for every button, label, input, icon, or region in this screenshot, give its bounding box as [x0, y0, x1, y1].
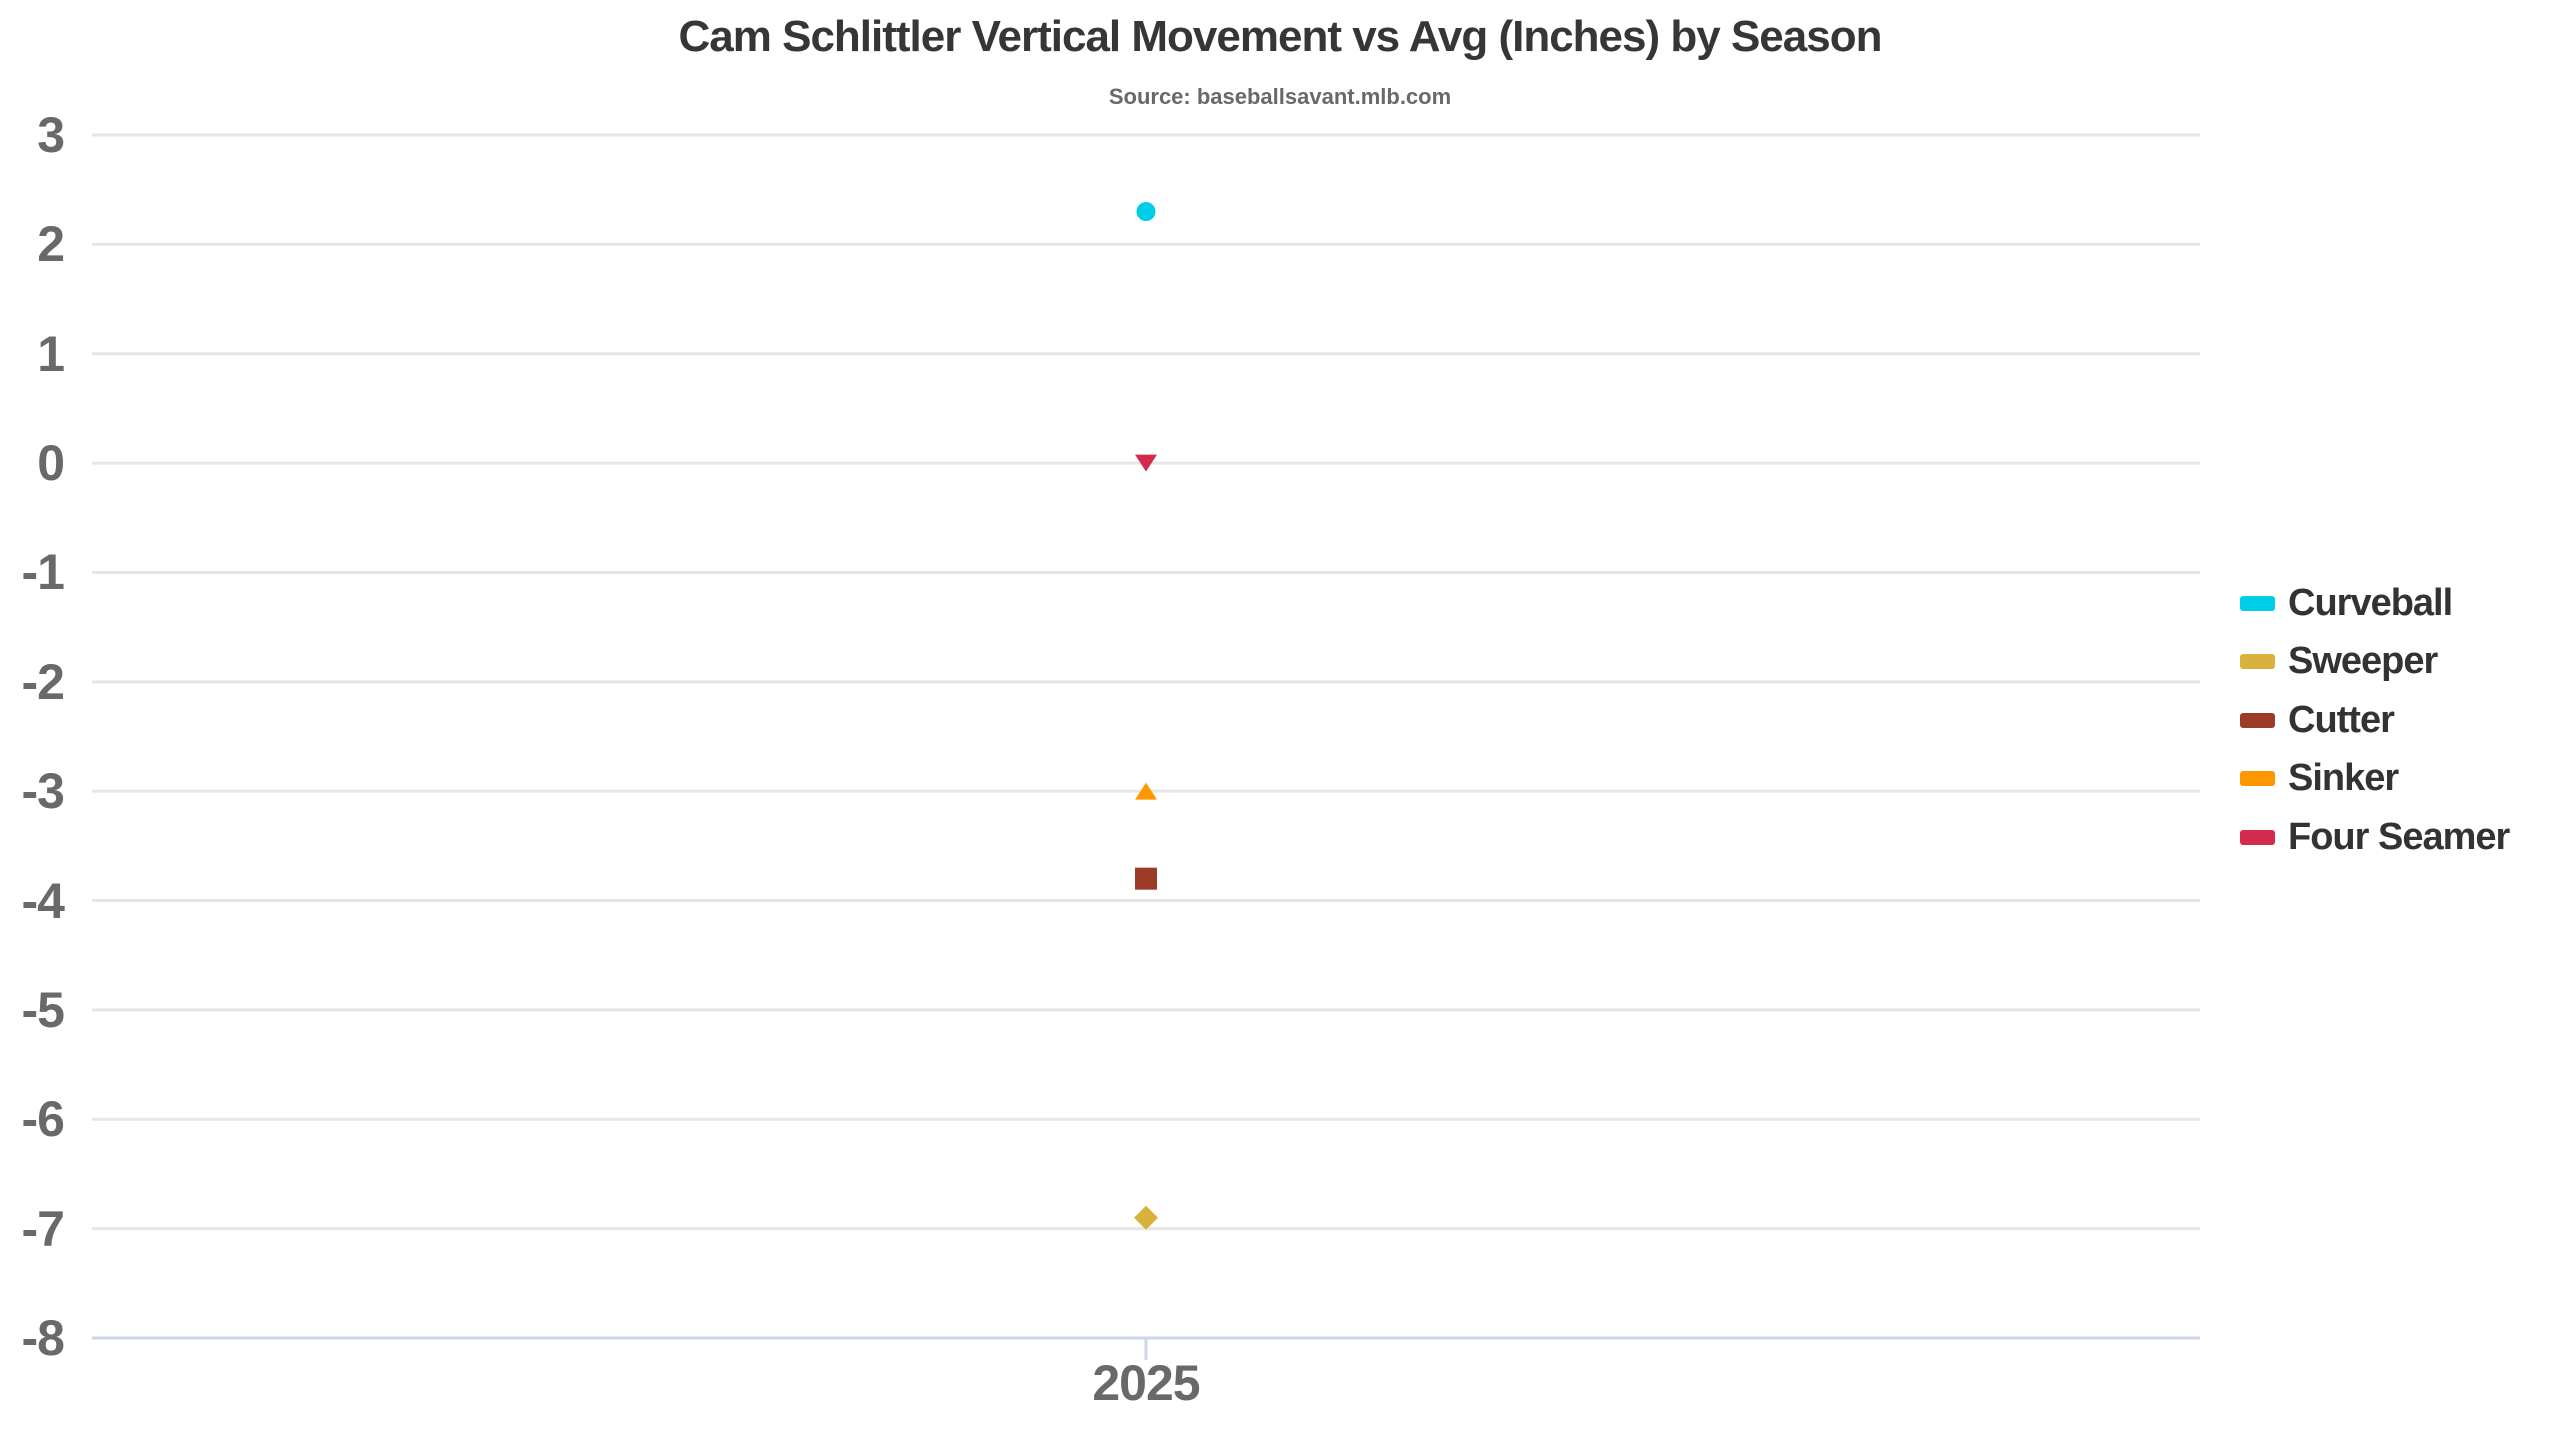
legend-swatch-icon: [2240, 654, 2275, 669]
y-tick-label--5: -5: [21, 981, 65, 1038]
y-tick-label-0: 0: [37, 435, 65, 492]
chart-subtitle: Source: baseballsavant.mlb.com: [1108, 84, 1452, 109]
legend-swatch-icon: [2240, 829, 2275, 845]
legend-label: Four Seamer: [2288, 815, 2510, 858]
y-tick-label--1: -1: [21, 544, 65, 601]
y-tick-label--8: -8: [21, 1310, 65, 1366]
legend-item-sweeper: Sweeper: [2240, 633, 2438, 691]
chart-title: Cam Schlittler Vertical Movement vs Avg …: [678, 12, 1883, 61]
legend-label: Sinker: [2288, 757, 2399, 799]
legend-item-curveball: Curveball: [2240, 574, 2453, 632]
marker-cutter: [1135, 867, 1157, 890]
y-tick-label-1: 1: [37, 325, 65, 382]
y-tick-label-3: 3: [37, 107, 65, 163]
marker-four-seamer: [1135, 454, 1157, 472]
legend-item-cutter: Cutter: [2240, 691, 2395, 749]
marker-sinker: [1135, 782, 1157, 800]
legend-item-four-seamer: Four Seamer: [2240, 808, 2510, 866]
legend-label: Curveball: [2288, 581, 2453, 624]
y-tick-label--3: -3: [21, 763, 65, 820]
y-tick-label--7: -7: [21, 1200, 65, 1257]
y-tick-label--6: -6: [21, 1091, 65, 1148]
x-axis-tick-label: 2025: [1092, 1355, 1200, 1411]
legend-swatch-icon: [2240, 595, 2275, 611]
y-tick-label-2: 2: [37, 216, 65, 273]
y-tick-label--4: -4: [21, 872, 65, 929]
legend-label: Cutter: [2288, 698, 2395, 741]
legend-swatch-icon: [2240, 771, 2275, 786]
legend-label: Sweeper: [2288, 640, 2438, 682]
marker-curveball: [1136, 202, 1156, 222]
legend-swatch-icon: [2240, 712, 2275, 728]
legend-item-sinker: Sinker: [2240, 750, 2399, 808]
y-tick-label--2: -2: [21, 653, 65, 710]
marker-sweeper: [1134, 1205, 1158, 1230]
